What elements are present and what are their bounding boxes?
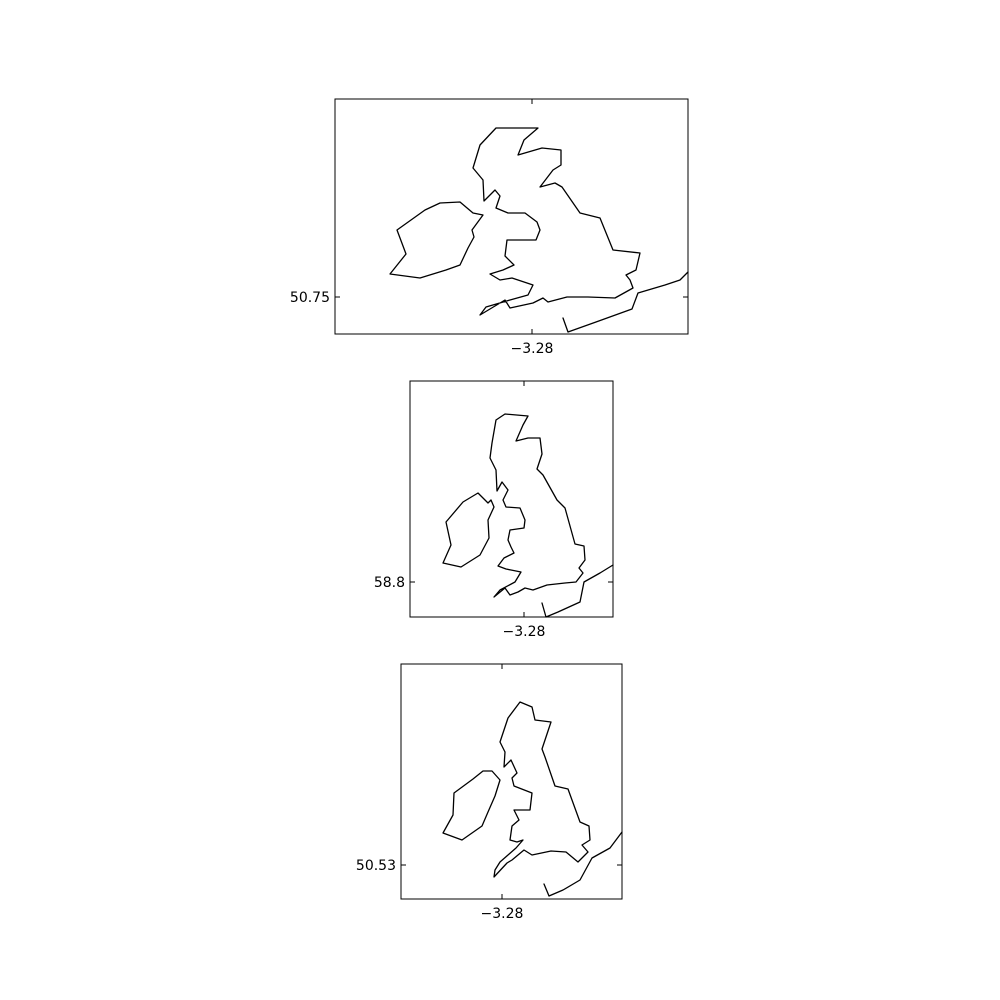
- x-tick-label: −3.28: [503, 624, 546, 640]
- france-coastline: [562, 271, 689, 333]
- y-tick-label: 50.53: [356, 858, 396, 874]
- france-coastline: [543, 831, 623, 897]
- great-britain-coastline: [472, 127, 641, 316]
- map-panel-top: −3.28 50.75: [290, 98, 689, 357]
- map-frame: [409, 380, 614, 618]
- ireland-coastline: [389, 201, 484, 279]
- map-frame: [400, 663, 623, 900]
- ireland-coastline: [442, 770, 501, 841]
- x-tick-label: −3.28: [511, 341, 554, 357]
- y-tick-label: 58.8: [374, 575, 405, 591]
- great-britain-coastline: [493, 701, 591, 878]
- map-panel-bottom: −3.28 50.53: [356, 663, 623, 922]
- ireland-coastline: [442, 492, 495, 568]
- map-panel-middle: −3.28 58.8: [374, 380, 614, 640]
- france-coastline: [541, 564, 614, 618]
- x-tick-label: −3.28: [481, 906, 524, 922]
- map-frame: [334, 98, 689, 335]
- great-britain-coastline: [489, 413, 586, 598]
- y-tick-label: 50.75: [290, 290, 330, 306]
